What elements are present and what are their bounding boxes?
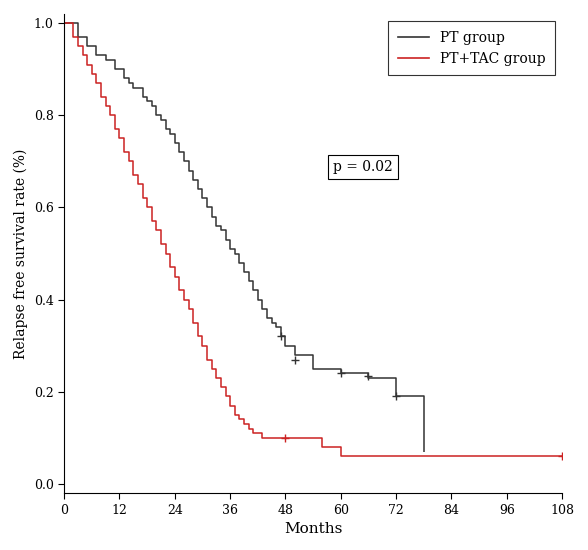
Legend: PT group, PT+TAC group: PT group, PT+TAC group xyxy=(389,21,555,75)
Text: p = 0.02: p = 0.02 xyxy=(333,160,393,174)
X-axis label: Months: Months xyxy=(284,522,342,536)
Y-axis label: Relapse free survival rate (%): Relapse free survival rate (%) xyxy=(14,148,28,359)
